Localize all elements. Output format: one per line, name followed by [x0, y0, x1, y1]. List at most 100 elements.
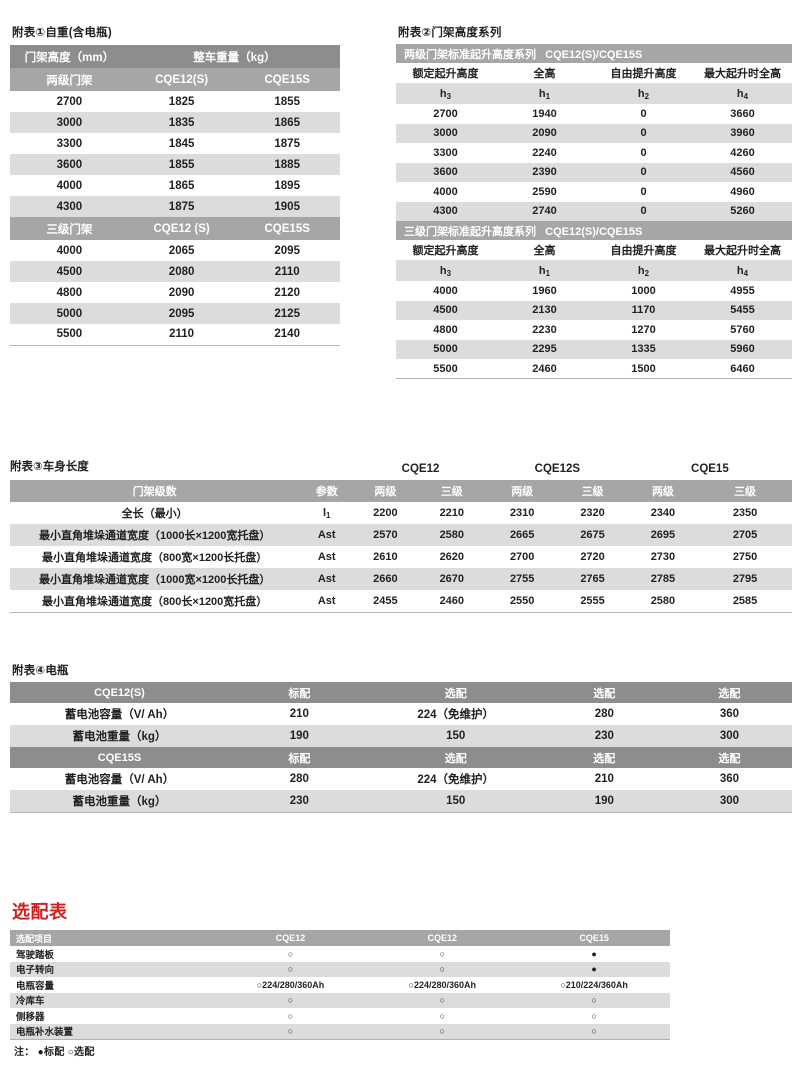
cell-value: 4000	[433, 185, 458, 198]
table-2-mast-height-series: 两级门架标准起升高度系列 CQE12(S)/CQE15S 额定起升高度 全高 自…	[396, 44, 792, 379]
cell-value: 300	[719, 794, 740, 807]
table-1-self-weight: 门架高度（mm） 整车重量（kg） 两级门架 CQE12(S) CQE15S 2…	[10, 45, 340, 346]
cell-value: 2720	[580, 551, 605, 563]
table-row: 4800 2230 1270 5760	[396, 320, 792, 340]
option-mark: ○	[591, 995, 597, 1006]
table-2-section-b-band-cell: 三级门架标准起升高度系列 CQE12(S)/CQE15S	[396, 221, 792, 240]
cell-value: 4955	[730, 284, 755, 297]
table-row: 5500 2460 1500 6460	[396, 359, 792, 379]
row-param: Ast	[317, 529, 336, 541]
table-2-symbol-row-b: h3 h1 h2 h4	[396, 260, 792, 281]
cell-value: 2785	[650, 573, 676, 585]
option-mark: ○	[439, 948, 445, 959]
cell-value: 2610	[373, 551, 398, 563]
cell-value: 2590	[532, 185, 557, 198]
cell-value: 360	[719, 708, 740, 720]
option-mark: ○224/280/360Ah	[408, 979, 477, 990]
band-model-a: CQE12(S)/CQE15S	[545, 48, 643, 61]
config-optional: 选配	[444, 752, 467, 765]
table-1-section-a-header: 两级门架 CQE12(S) CQE15S	[10, 68, 340, 91]
cell-value: 280	[594, 708, 614, 720]
cell-value: 2795	[732, 573, 758, 585]
band-label-a: 两级门架标准起升高度系列	[404, 48, 536, 61]
table-row: 4300 1875 1905	[10, 196, 340, 217]
table-row: 4300 2740 0 5260	[396, 201, 792, 221]
cell-value: 4300	[433, 205, 458, 218]
group-cqe15: CQE15	[627, 458, 792, 480]
col-overall-height: 全高	[495, 240, 594, 260]
col-option-item: 选配项目	[16, 933, 53, 944]
cell-value: 5260	[730, 205, 755, 218]
cell-value: 2125	[274, 307, 300, 320]
table-3-caption-cell: 附表③车身长度	[10, 458, 300, 480]
cell-value: 1855	[168, 158, 195, 171]
cell-value: 4560	[730, 166, 755, 179]
cell-value: 0	[640, 107, 647, 120]
table-row: 3000 1835 1865	[10, 112, 340, 133]
col-cqe12: CQE12	[275, 933, 306, 943]
cell-value: 2665	[509, 529, 535, 541]
cell-value: 2295	[532, 343, 557, 356]
cell-value: 190	[594, 794, 614, 807]
col-free-lift-height: 自由提升高度	[594, 240, 693, 260]
cell-value: 2210	[439, 507, 465, 519]
option-mark: ●	[591, 948, 597, 959]
table-row: 5500 2110 2140	[10, 324, 340, 345]
table-row: 冷库车 ○ ○ ○	[10, 992, 670, 1008]
cell-value: 2340	[650, 507, 676, 519]
cell-value: 3600	[433, 166, 458, 179]
option-mark: ○224/280/360Ah	[256, 979, 325, 990]
option-mark: ○	[287, 1010, 294, 1021]
symbol-h3: h3	[396, 260, 495, 281]
cell-value: 150	[446, 794, 466, 807]
option-mark: ○	[287, 1026, 294, 1036]
table-row: 2700 1940 0 3660	[396, 104, 792, 124]
table-row: 4500 2130 1170 5455	[396, 300, 792, 320]
cell-value: 1500	[631, 362, 656, 375]
row-label: 驾驶踏板	[16, 949, 55, 961]
table-row: 蓄电池重量（kg） 190 150 230 300	[10, 725, 792, 747]
row-label: 侧移器	[16, 1011, 45, 1023]
cell-value: 2310	[509, 507, 535, 519]
cell-value: 1905	[274, 200, 300, 213]
cell-value: 0	[640, 166, 647, 179]
table-2-column-header-a: 额定起升高度 全高 自由提升高度 最大起升时全高	[396, 63, 792, 83]
table-3-body-length: 附表③车身长度 CQE12 CQE12S CQE15 门架级数 参数 两级 三级…	[10, 458, 792, 613]
table-2-column-header-b: 额定起升高度 全高 自由提升高度 最大起升时全高	[396, 240, 792, 260]
table-row: 蓄电池容量（V/ Ah） 210 224（免维护） 280 360	[10, 703, 792, 725]
table-1-section-a-label: 两级门架	[46, 74, 93, 87]
symbol-h4: h4	[693, 83, 792, 104]
config-optional: 选配	[718, 752, 741, 765]
table-row: 蓄电池重量（kg） 230 150 190 300	[10, 790, 792, 812]
table-row: 最小直角堆垛通道宽度（1000长×1200宽托盘） Ast 2570 2580 …	[10, 524, 792, 546]
cell-value: 0	[640, 146, 647, 159]
table-2-section-a-band-cell: 两级门架标准起升高度系列 CQE12(S)/CQE15S	[396, 44, 792, 63]
cell-value: 2350	[732, 507, 758, 519]
cell-value: 2130	[532, 304, 557, 317]
config-optional: 选配	[444, 687, 467, 700]
table-1-header-height: 门架高度（mm）	[24, 51, 115, 64]
table-1-section-b-header: 三级门架 CQE12 (S) CQE15S	[10, 217, 340, 240]
option-mark: ○	[439, 964, 445, 975]
table-row: 驾驶踏板 ○ ○ ●	[10, 946, 670, 962]
table-row: 3000 2090 0 3960	[396, 123, 792, 143]
options-table-container: 选配表 选配项目 CQE12 CQE12 CQE15 驾驶踏板 ○ ○ ● 电子…	[10, 898, 670, 1058]
cell-value: 2390	[532, 166, 557, 179]
cell-value: 230	[289, 794, 309, 807]
cell-value: 2705	[732, 529, 758, 541]
cell-value: 230	[594, 730, 614, 742]
table-1-section-a-model2: CQE15S	[264, 73, 310, 86]
cell-value: 2240	[532, 146, 557, 159]
cell-value: 2455	[373, 594, 398, 607]
config-standard: 标配	[288, 752, 311, 765]
cell-value: 1170	[631, 304, 656, 317]
table-row: 最小直角堆垛通道宽度（1000宽×1200长托盘） Ast 2660 2670 …	[10, 568, 792, 590]
cell-value: 2080	[168, 265, 195, 278]
cell-value: 2580	[439, 529, 465, 541]
cell-height: 3600	[56, 158, 83, 171]
table-3-column-header: 门架级数 参数 两级 三级 两级 三级 两级 三级	[10, 480, 792, 502]
cell-value: 1940	[532, 107, 557, 120]
cell-value: 2120	[274, 286, 300, 299]
cell-value: 3660	[730, 107, 755, 120]
cell-height: 5000	[56, 307, 83, 320]
